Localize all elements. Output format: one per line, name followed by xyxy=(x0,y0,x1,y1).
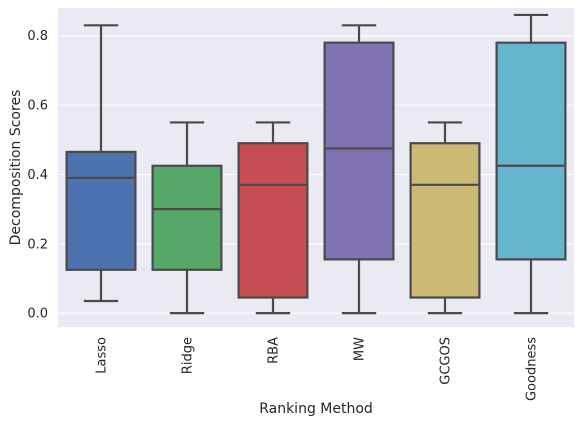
x-axis-title: Ranking Method xyxy=(259,401,373,417)
box-gcgos xyxy=(409,121,481,315)
box-rba xyxy=(237,121,309,315)
x-tick-label: Lasso xyxy=(95,337,110,374)
y-tick-label: 0.4 xyxy=(27,168,48,183)
y-tick-label: 0.2 xyxy=(27,237,48,252)
boxes xyxy=(65,13,567,315)
box-mw xyxy=(323,24,395,315)
box-goodness xyxy=(495,13,567,315)
y-tick-label: 0.8 xyxy=(27,29,48,44)
x-tick-labels: Lasso Ridge RBA MW GCGOS Goodness xyxy=(95,337,540,401)
x-tick-label: Goodness xyxy=(525,337,540,401)
x-tick-label: Ridge xyxy=(181,337,196,374)
y-tick-labels: 0.0 0.2 0.4 0.6 0.8 xyxy=(27,29,48,321)
iqr-box xyxy=(237,142,309,299)
iqr-box xyxy=(65,150,137,271)
x-tick-label: RBA xyxy=(267,337,282,364)
y-tick-label: 0.0 xyxy=(27,307,48,322)
iqr-box xyxy=(409,142,481,299)
iqr-box xyxy=(495,41,567,261)
iqr-box xyxy=(323,41,395,261)
plot-area xyxy=(58,8,574,327)
box-ridge xyxy=(151,121,223,315)
gridlines xyxy=(58,35,574,314)
y-tick-label: 0.6 xyxy=(27,99,48,114)
box-lasso xyxy=(65,24,137,303)
x-tick-label: GCGOS xyxy=(439,337,454,385)
iqr-box xyxy=(151,164,223,271)
x-tick-label: MW xyxy=(353,337,368,361)
y-axis-title: Decomposition Scores xyxy=(8,90,24,246)
